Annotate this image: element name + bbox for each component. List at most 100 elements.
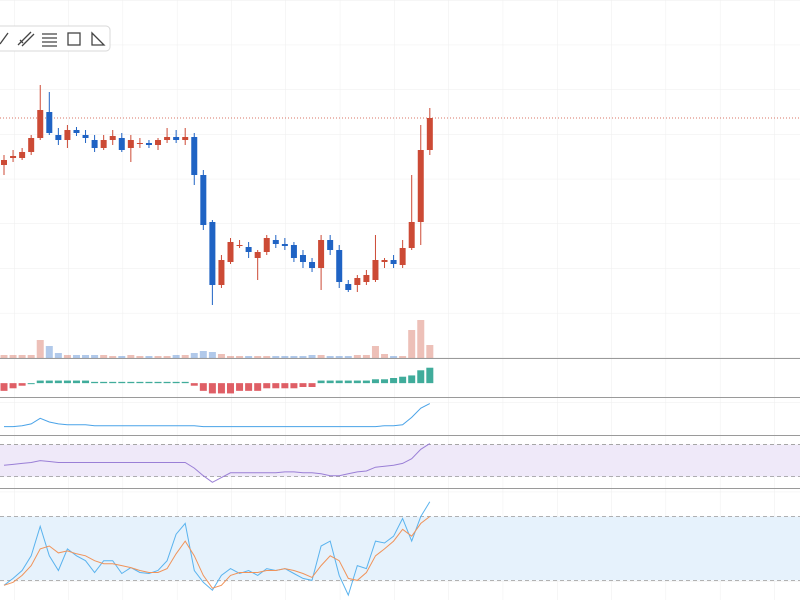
volume-bar bbox=[317, 355, 325, 358]
volume-bar bbox=[27, 355, 35, 358]
histogram-bar bbox=[208, 383, 216, 394]
candle-body bbox=[254, 252, 261, 258]
candle-body bbox=[155, 140, 162, 145]
histogram-bar bbox=[136, 381, 144, 384]
volume-bar bbox=[254, 356, 262, 358]
histogram-bar bbox=[344, 380, 352, 384]
candle-body bbox=[191, 137, 198, 175]
candle-body bbox=[426, 118, 433, 150]
histogram-bar bbox=[290, 383, 298, 389]
indicator-line bbox=[3, 443, 431, 483]
histogram-bar bbox=[236, 383, 244, 391]
candle-body bbox=[281, 244, 288, 246]
histogram-bar bbox=[190, 383, 198, 386]
candle-body bbox=[145, 143, 152, 145]
histogram-bar bbox=[308, 383, 316, 387]
histogram-bar bbox=[181, 381, 189, 384]
candle-body bbox=[218, 260, 225, 285]
indicator-line bbox=[3, 516, 431, 589]
candle-body bbox=[363, 275, 370, 282]
volume-bar bbox=[426, 345, 434, 358]
candle-body bbox=[19, 152, 26, 158]
volume-bar bbox=[326, 356, 334, 358]
volume-bar bbox=[63, 355, 71, 358]
histogram-bar bbox=[353, 380, 361, 384]
candle-body bbox=[336, 250, 343, 282]
candle-body bbox=[236, 245, 243, 246]
histogram-bar bbox=[199, 383, 207, 391]
volume-bar bbox=[91, 355, 99, 358]
histogram-bar bbox=[82, 380, 90, 384]
histogram-bar bbox=[408, 375, 416, 384]
volume-bar bbox=[163, 356, 171, 358]
drawing-toolbar bbox=[0, 25, 111, 52]
rectangle-tool[interactable] bbox=[67, 32, 81, 46]
candle-body bbox=[1, 160, 7, 165]
volume-bar bbox=[308, 355, 316, 358]
volume-bar bbox=[190, 353, 198, 358]
candle-body bbox=[28, 138, 35, 152]
volume-bar bbox=[417, 320, 425, 358]
volume-bar bbox=[272, 356, 280, 358]
candle-body bbox=[182, 137, 189, 140]
histogram-bar bbox=[100, 381, 108, 384]
histogram-bar bbox=[227, 383, 234, 394]
candle-body bbox=[399, 248, 406, 265]
candle-body bbox=[46, 112, 53, 133]
volume-bar bbox=[0, 355, 8, 358]
candle-body bbox=[55, 135, 62, 140]
volume-bar bbox=[127, 355, 135, 358]
volume-bar bbox=[245, 356, 253, 358]
histogram-bar bbox=[417, 370, 425, 384]
candle-body bbox=[299, 255, 306, 262]
candle-body bbox=[10, 156, 17, 158]
candle-body bbox=[109, 136, 116, 140]
volume-bar bbox=[118, 356, 126, 358]
histogram-bar bbox=[163, 381, 171, 384]
volume-bar bbox=[45, 346, 53, 358]
histogram-bar bbox=[426, 367, 434, 384]
volume-bar bbox=[208, 352, 216, 358]
histogram-bar bbox=[299, 383, 307, 387]
volume-bar bbox=[82, 355, 90, 358]
volume-bar bbox=[100, 355, 108, 358]
fib-tool[interactable] bbox=[42, 33, 57, 47]
trend-line-tool[interactable] bbox=[0, 32, 9, 45]
histogram-bar bbox=[154, 381, 162, 384]
histogram-bar bbox=[72, 380, 80, 384]
histogram-bar bbox=[54, 380, 62, 384]
histogram-bar bbox=[118, 381, 126, 384]
histogram-bar bbox=[27, 383, 35, 385]
volume-bar bbox=[381, 354, 389, 358]
histogram-bar bbox=[272, 383, 280, 389]
candle-body bbox=[318, 240, 325, 268]
histogram-bar bbox=[217, 383, 225, 394]
histogram-bar bbox=[0, 383, 8, 391]
candle-body bbox=[245, 247, 252, 252]
candle-body bbox=[263, 238, 270, 252]
volume-bar bbox=[299, 356, 307, 358]
candle-body bbox=[272, 240, 279, 244]
candle-body bbox=[118, 138, 125, 150]
candle-body bbox=[64, 130, 71, 140]
volume-bar bbox=[54, 353, 62, 358]
volume-bar bbox=[181, 355, 189, 358]
volume-bar bbox=[399, 356, 407, 358]
volume-bar bbox=[362, 355, 370, 358]
volume-bar bbox=[227, 356, 234, 358]
volume-bar bbox=[344, 356, 352, 358]
histogram-bar bbox=[254, 383, 262, 391]
histogram-bar bbox=[45, 380, 53, 384]
candle-body bbox=[127, 140, 134, 148]
candle-body bbox=[82, 135, 89, 138]
candle-body bbox=[372, 260, 379, 280]
parallel-tool[interactable] bbox=[17, 31, 35, 47]
candle-body bbox=[73, 130, 80, 133]
volume-bar bbox=[136, 356, 144, 358]
band-fill bbox=[0, 444, 800, 477]
triangle-tool[interactable] bbox=[91, 31, 106, 46]
volume-bar bbox=[145, 356, 153, 358]
candle-body bbox=[91, 140, 98, 148]
